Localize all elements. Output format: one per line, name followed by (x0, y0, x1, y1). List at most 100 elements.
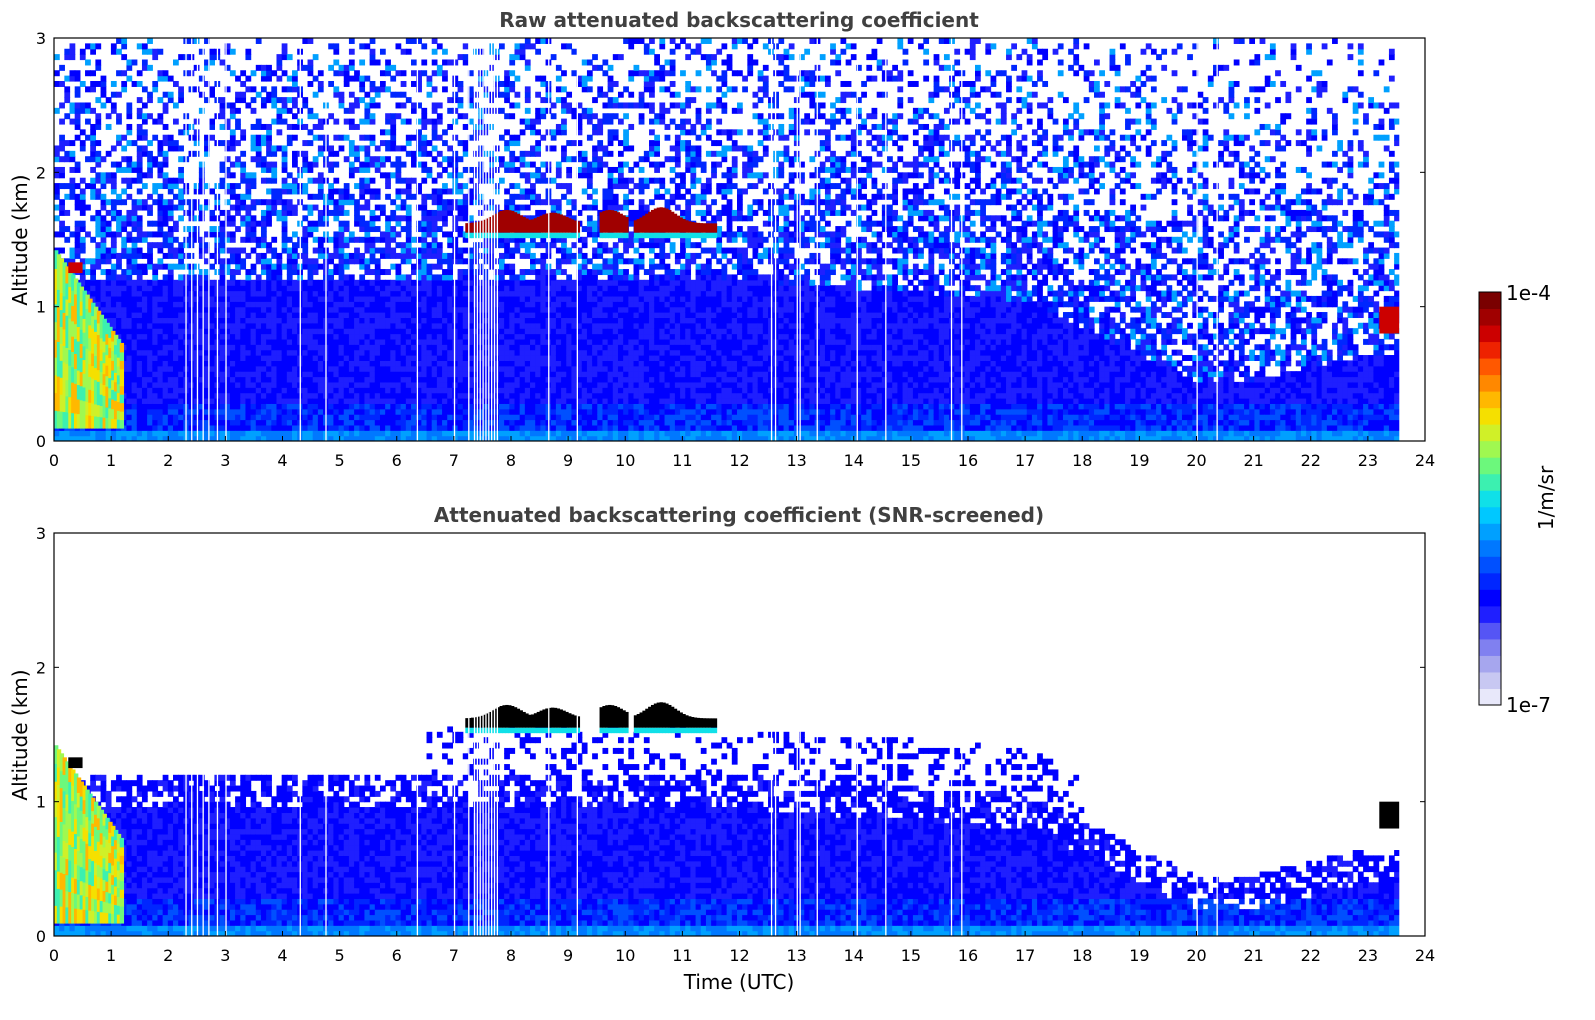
top-cell (364, 381, 371, 388)
top-cell (431, 38, 438, 44)
top-cell (473, 193, 479, 200)
top-cell (121, 188, 128, 195)
top-cell (152, 54, 159, 61)
top-cell (421, 408, 428, 415)
top-cell (509, 140, 516, 147)
top-cell (426, 242, 433, 249)
top-cell (416, 274, 422, 281)
top-cell (90, 285, 96, 292)
top-cell (219, 398, 226, 404)
top-cell (431, 134, 438, 141)
top-cell (328, 295, 335, 302)
top-cell (354, 295, 360, 302)
top-cell (535, 285, 541, 292)
top-cell (473, 328, 479, 335)
top-cell (390, 419, 397, 426)
top-cell (307, 290, 314, 297)
top-cell (379, 403, 386, 410)
top-cell (328, 360, 335, 367)
top-cell (302, 371, 309, 378)
top-cell (535, 414, 541, 421)
top-cell (452, 177, 459, 184)
top-cell (374, 247, 381, 254)
top-cell (302, 376, 309, 383)
top-cell (509, 408, 516, 415)
top-cell (390, 64, 397, 71)
top-cell (219, 430, 226, 437)
top-cell (250, 414, 257, 421)
top-cell (255, 38, 262, 44)
top-cell (504, 392, 510, 399)
top-cell (405, 365, 412, 372)
top-cell (141, 392, 148, 399)
top-cell (152, 376, 159, 383)
top-cell (442, 86, 448, 93)
top-cell (498, 134, 505, 141)
top-cell (395, 113, 402, 120)
top-cell (436, 70, 443, 77)
top-cell (436, 199, 443, 206)
top-cell (162, 387, 169, 394)
top-cell (219, 403, 226, 410)
top-cell (390, 435, 397, 441)
top-cell (550, 365, 557, 372)
top-cell (136, 322, 143, 329)
top-cell (333, 279, 340, 286)
top-cell (359, 295, 366, 302)
top-cell (266, 333, 272, 340)
top-cell (193, 371, 200, 378)
top-cell (131, 387, 138, 394)
top-cell (110, 242, 117, 249)
top-cell (364, 107, 371, 114)
top-cell (266, 290, 272, 297)
top-cell (447, 156, 454, 163)
top-cell (400, 408, 407, 415)
top-cell (307, 38, 314, 44)
top-cell (540, 263, 547, 270)
top-cell (498, 419, 505, 426)
top-cell (281, 392, 288, 399)
top-cell (219, 290, 226, 297)
top-cell (281, 435, 288, 441)
top-cell (229, 247, 236, 254)
top-cell (540, 75, 547, 82)
top-cell (147, 317, 153, 324)
top-cell (209, 430, 216, 437)
top-cell (447, 317, 454, 324)
top-cell (343, 419, 350, 426)
top-cell (178, 355, 184, 361)
top-cell (292, 285, 298, 292)
top-cell (302, 435, 309, 441)
top-cell (498, 355, 505, 361)
top-cell (379, 295, 386, 302)
top-cell (509, 317, 516, 324)
top-cell (338, 279, 345, 286)
top-cell (121, 242, 128, 249)
top-cell (390, 322, 397, 329)
top-cell (354, 387, 360, 394)
top-cell (462, 360, 469, 367)
top-cell (209, 231, 216, 238)
top-cell (219, 269, 226, 276)
top-cell (162, 414, 169, 421)
top-cell (240, 344, 247, 351)
top-cell (307, 312, 314, 319)
top-cell (493, 301, 500, 308)
top-cell (405, 387, 412, 394)
top-cell (390, 424, 397, 431)
top-cell (411, 376, 417, 383)
top-cell (498, 301, 505, 308)
top-cell (245, 252, 252, 259)
top-cell (131, 247, 138, 254)
top-cell (157, 398, 164, 404)
top-cell (209, 381, 216, 388)
top-cell (240, 306, 247, 313)
top-cell (64, 226, 71, 233)
top-cell (235, 118, 241, 125)
top-cell (457, 86, 464, 93)
top-cell (157, 204, 164, 211)
top-cell (452, 301, 459, 308)
top-cell (436, 188, 443, 195)
top-cell (173, 322, 179, 329)
top-cell (110, 269, 117, 276)
